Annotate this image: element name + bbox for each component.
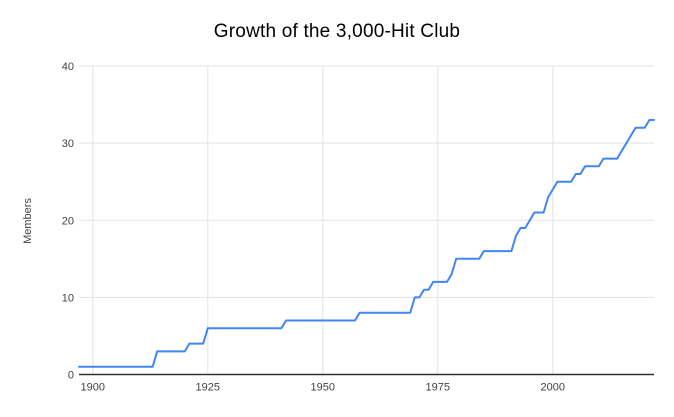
x-tick-label: 1900 [81, 382, 105, 394]
chart-title: Growth of the 3,000-Hit Club [213, 21, 461, 42]
y-tick-label: 30 [62, 138, 74, 150]
series-line [78, 119, 655, 368]
x-tick-label: 1925 [196, 382, 220, 394]
y-tick-label: 0 [68, 370, 74, 382]
x-tick-label: 2000 [541, 382, 565, 394]
x-tick-label: 1950 [311, 382, 335, 394]
y-tick-label: 20 [62, 215, 74, 227]
y-tick-label: 40 [62, 61, 74, 73]
y-tick-label: 10 [62, 292, 74, 304]
x-tick-label: 1975 [426, 382, 450, 394]
